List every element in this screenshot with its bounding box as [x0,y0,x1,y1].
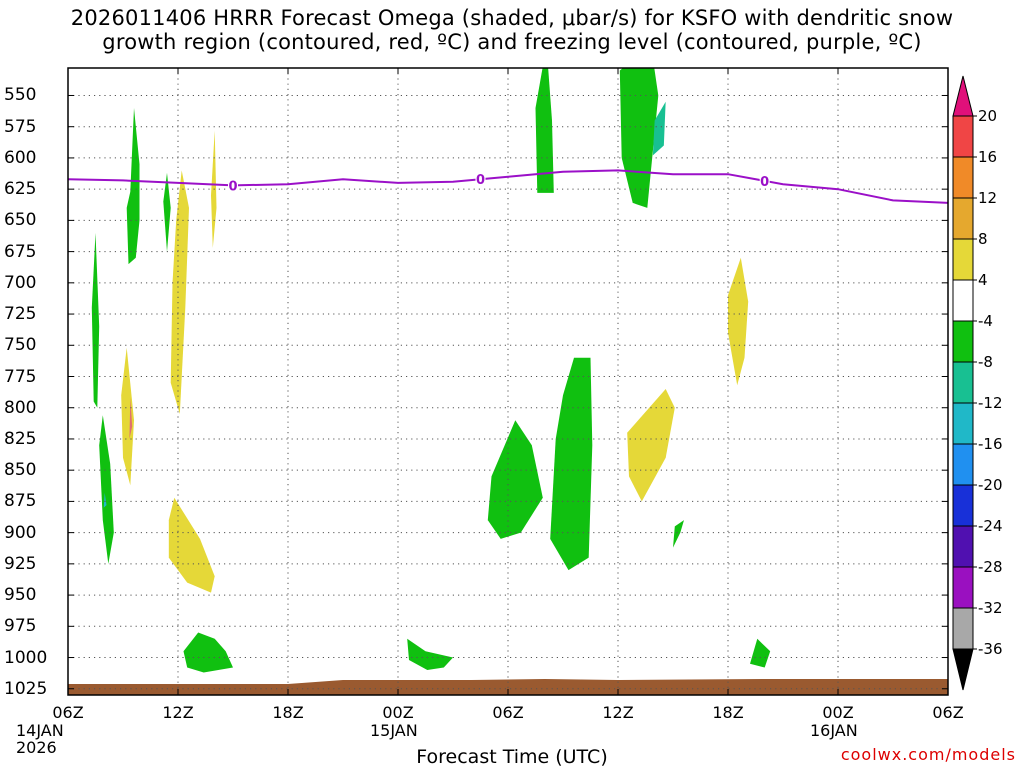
x-date-label: 2026 [16,738,57,757]
chart-title: 2026011406 HRRR Forecast Omega (shaded, … [0,6,1024,54]
x-date-label: 14JAN [16,721,64,740]
y-tick-label: 950 [4,585,37,606]
y-tick-label: 800 [4,397,37,418]
dendritic-growth-region [129,397,133,439]
y-tick-label: 900 [4,522,37,543]
omega-region-11 [750,638,771,668]
colorbar-label: 16 [978,148,998,166]
x-date-label: 15JAN [370,721,418,740]
colorbar-segment [952,525,974,568]
colorbar-label: -32 [978,599,1003,617]
x-tick-label: 06Z [932,703,964,722]
y-tick-label: 575 [4,116,37,137]
y-tick-label: 875 [4,491,37,512]
y-tick-label: 975 [4,616,37,637]
colorbar-label: 20 [978,107,998,125]
omega-region-15 [168,497,215,593]
y-tick-label: 700 [4,272,37,293]
omega-region-0 [126,108,140,265]
y-tick-label: 625 [4,179,37,200]
omega-region-10 [673,520,684,548]
freezing-level-label: 0 [760,175,769,190]
colorbar-label: 12 [978,189,998,207]
omega-region-8 [487,420,543,539]
y-tick-label: 550 [4,85,37,106]
freezing-level-label: 0 [476,173,485,188]
colorbar-label: -8 [978,353,993,371]
omega-region-1 [163,172,171,252]
omega-core-teal [652,101,666,156]
colorbar-label: -20 [978,476,1003,494]
colorbar-segment [952,238,974,281]
x-date-label: 16JAN [810,721,858,740]
colorbar-label: -28 [978,558,1003,576]
colorbar-segment [952,320,974,363]
colorbar-segment [952,566,974,609]
colorbar-segment [952,361,974,404]
colorbar-segment [952,115,974,158]
colorbar-label: -4 [978,312,993,330]
omega-region-9 [550,357,593,571]
colorbar-label: -36 [978,640,1003,658]
y-tick-label: 750 [4,335,37,356]
colorbar-segment [952,156,974,199]
chart-title-line2: growth region (contoured, red, ºC) and f… [102,30,922,54]
colorbar-segment [952,75,974,117]
colorbar-label: -24 [978,517,1003,535]
omega-region-4 [535,68,554,193]
freezing-level-label: 0 [228,179,237,194]
colorbar-segment [952,402,974,445]
x-tick-label: 06Z [52,703,84,722]
colorbar-segment [952,607,974,650]
omega-core-blue [103,492,107,508]
plot-area: 0 0 0 [68,68,948,695]
y-tick-label: 775 [4,366,37,387]
x-tick-label: 00Z [822,703,854,722]
omega-region-7 [407,638,453,670]
colorbar-label: 4 [978,271,988,289]
x-tick-label: 06Z [492,703,524,722]
x-tick-label: 18Z [272,703,304,722]
credit-link[interactable]: coolwx.com/models [840,745,1016,764]
y-tick-label: 1025 [4,678,48,699]
omega-region-12 [170,170,189,414]
colorbar-segment [952,197,974,240]
y-tick-label: 725 [4,304,37,325]
colorbar-label: 8 [978,230,988,248]
omega-region-6 [183,632,233,673]
omega-region-17 [728,257,749,386]
x-tick-label: 18Z [712,703,744,722]
colorbar-segment [952,443,974,486]
y-tick-label: 600 [4,147,37,168]
y-tick-label: 850 [4,460,37,481]
omega-region-14 [121,347,134,486]
omega-region-3 [99,415,114,564]
colorbar-segment [952,279,974,322]
y-tick-label: 1000 [4,647,48,668]
colorbar-label: -12 [978,394,1003,412]
colorbar-segment [952,648,974,691]
x-tick-label: 00Z [382,703,414,722]
colorbar-label: -16 [978,435,1003,453]
y-tick-label: 650 [4,210,37,231]
x-tick-label: 12Z [162,703,194,722]
chart-title-line1: 2026011406 HRRR Forecast Omega (shaded, … [70,6,954,30]
omega-region-2 [91,232,100,408]
y-tick-label: 825 [4,428,37,449]
y-tick-label: 925 [4,553,37,574]
x-tick-label: 12Z [602,703,634,722]
omega-region-16 [627,389,675,502]
x-axis-title: Forecast Time (UTC) [416,746,608,768]
y-tick-label: 675 [4,241,37,262]
colorbar-segment [952,484,974,527]
freezing-level-line [68,169,948,204]
